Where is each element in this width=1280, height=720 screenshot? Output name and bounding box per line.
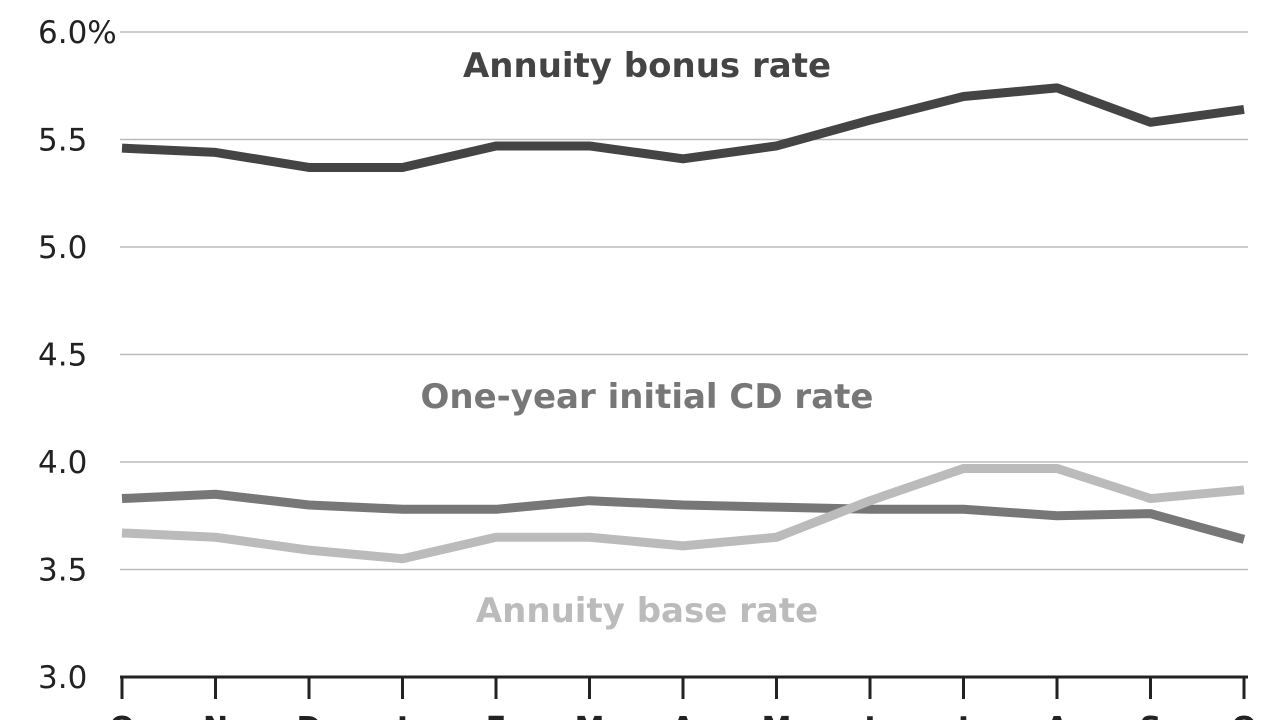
x-tick-label: O	[1231, 711, 1257, 720]
x-tick-label: J	[862, 711, 875, 720]
x-tick-label: A	[1045, 711, 1069, 720]
y-tick-label: 5.0	[38, 230, 87, 266]
y-tick-label: 4.5	[38, 338, 87, 374]
x-tick-label: O	[109, 711, 135, 720]
x-tick-label: M	[762, 711, 792, 720]
x-tick-label: J	[395, 711, 408, 720]
x-tick-label: N	[203, 711, 228, 720]
series-line	[121, 489, 1246, 544]
y-tick-label: 3.5	[38, 553, 87, 589]
x-tick-label: M	[575, 711, 605, 720]
x-tick-label: A	[671, 711, 695, 720]
x-tick-label: J	[956, 711, 969, 720]
x-tick-label: S	[1140, 711, 1162, 720]
series-label: Annuity base rate	[476, 591, 818, 631]
x-tick-label: F	[486, 711, 507, 720]
y-tick-label: 3.0	[38, 660, 87, 696]
series-label: Annuity bonus rate	[463, 46, 831, 86]
x-tick-label: D	[297, 711, 322, 720]
y-tick-label: 5.5	[38, 123, 87, 159]
series-line	[121, 463, 1245, 564]
series-line	[121, 83, 1245, 172]
y-tick-label: 4.0	[38, 445, 87, 481]
series-label: One-year initial CD rate	[421, 377, 874, 417]
y-tick-label: 6.0%	[38, 15, 117, 51]
